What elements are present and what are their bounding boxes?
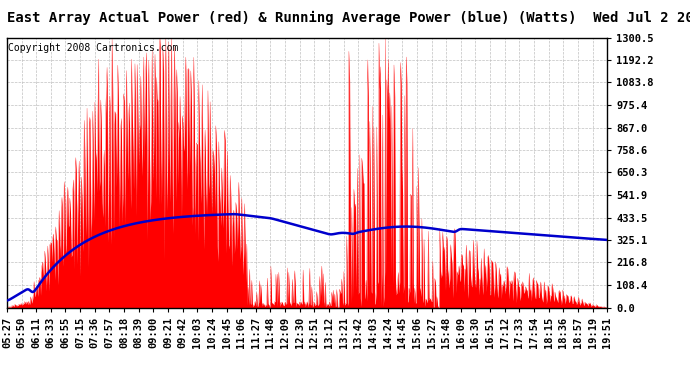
Text: East Array Actual Power (red) & Running Average Power (blue) (Watts)  Wed Jul 2 : East Array Actual Power (red) & Running … <box>7 11 690 26</box>
Text: Copyright 2008 Cartronics.com: Copyright 2008 Cartronics.com <box>8 43 179 53</box>
